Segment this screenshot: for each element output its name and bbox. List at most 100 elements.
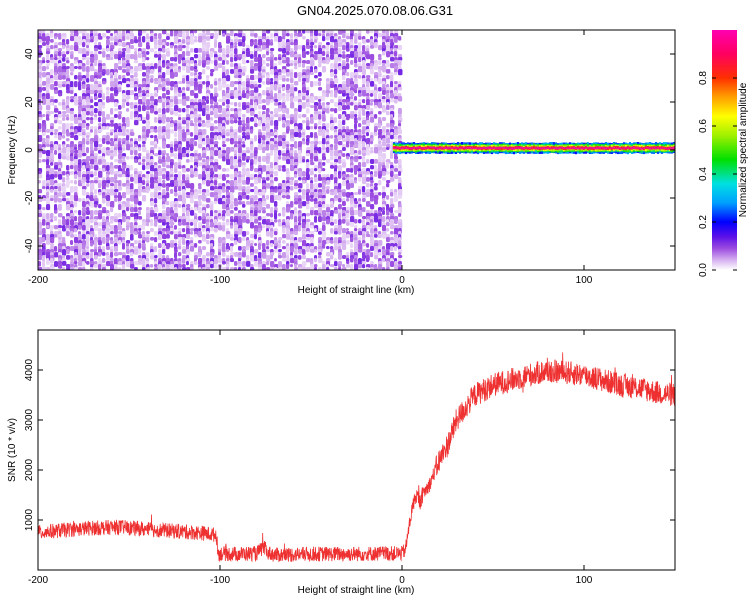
heatmap-cell — [174, 126, 178, 132]
heatmap-cell — [282, 234, 287, 239]
heatmap-cell — [198, 252, 202, 258]
heatmap-cell — [74, 129, 78, 135]
heatmap-cell — [234, 39, 238, 43]
heatmap-cell — [314, 108, 318, 112]
heatmap-cell — [326, 144, 331, 148]
heatmap-cell — [314, 96, 318, 101]
heatmap-cell — [178, 174, 181, 181]
heatmap-cell — [102, 48, 106, 52]
heatmap-cell — [370, 138, 374, 142]
heatmap-cell — [326, 132, 330, 136]
heatmap-cell — [134, 87, 138, 92]
heatmap-cell — [366, 132, 369, 137]
heatmap-cell — [390, 246, 394, 252]
heatmap-cell — [382, 60, 387, 64]
heatmap-cell — [342, 228, 346, 234]
heatmap-cell — [302, 180, 306, 184]
heatmap-cell — [90, 87, 95, 91]
heatmap-cell — [158, 33, 162, 40]
heatmap-cell — [318, 42, 323, 46]
heatmap-cell — [282, 48, 287, 54]
heatmap-cell — [198, 189, 202, 194]
heatmap-cell — [242, 237, 246, 241]
heatmap-cell — [194, 171, 198, 178]
heatmap-cell — [98, 192, 102, 196]
heatmap-cell — [106, 183, 110, 188]
heatmap-cell — [154, 219, 158, 224]
heatmap-cell — [182, 189, 186, 193]
heatmap-cell — [358, 219, 362, 224]
heatmap-cell — [218, 153, 223, 159]
heatmap-cell — [242, 267, 246, 270]
heatmap-cell — [226, 234, 231, 239]
heatmap-cell — [166, 99, 170, 103]
heatmap-cell — [394, 69, 398, 73]
heatmap-cell — [362, 141, 366, 148]
heatmap-cell — [370, 189, 374, 193]
heatmap-cell — [394, 51, 398, 57]
heatmap-cell — [174, 72, 178, 77]
heatmap-cell — [362, 261, 366, 265]
heatmap-cell — [38, 159, 42, 163]
heatmap-cell — [198, 207, 202, 214]
heatmap-cell — [274, 231, 278, 236]
heatmap-cell — [246, 261, 251, 267]
heatmap-cell — [326, 252, 331, 257]
heatmap-cell — [86, 45, 90, 49]
heatmap-cell — [274, 171, 278, 177]
heatmap-cell — [266, 36, 270, 40]
heatmap-cell — [334, 102, 338, 107]
heatmap-cell — [286, 186, 291, 190]
heatmap-cell — [82, 234, 86, 240]
heatmap-cell — [166, 177, 170, 181]
heatmap-cell — [106, 90, 110, 96]
heatmap-cell — [362, 207, 366, 213]
heatmap-cell — [94, 114, 98, 118]
heatmap-cell — [478, 147, 482, 150]
heatmap-cell — [334, 189, 338, 196]
heatmap-cell — [158, 87, 162, 91]
heatmap-cell — [174, 162, 178, 169]
heatmap-cell — [50, 78, 54, 84]
heatmap-cell — [346, 264, 351, 268]
heatmap-cell — [122, 237, 126, 241]
heatmap-cell — [74, 174, 78, 180]
heatmap-cell — [146, 153, 150, 160]
heatmap-cell — [174, 249, 178, 253]
heatmap-cell — [262, 189, 266, 193]
heatmap-cell — [150, 69, 154, 74]
heatmap-cell — [186, 66, 191, 73]
heatmap-cell — [202, 228, 206, 232]
heatmap-cell — [382, 141, 387, 147]
heatmap-cell — [154, 81, 159, 85]
heatmap-cell — [262, 150, 266, 154]
heatmap-cell — [234, 156, 237, 160]
heatmap-cell — [130, 165, 134, 171]
heatmap-cell — [314, 156, 319, 162]
heatmap-cell — [254, 219, 259, 224]
heatmap-cell — [178, 234, 183, 238]
heatmap-cell — [146, 123, 150, 130]
heatmap-cell — [206, 159, 209, 166]
heatmap-cell — [82, 201, 86, 208]
heatmap-cell — [386, 162, 390, 169]
heatmap-cell — [110, 54, 114, 58]
heatmap-cell — [282, 120, 286, 124]
heatmap-cell — [186, 132, 191, 136]
heatmap-cell — [126, 84, 131, 88]
heatmap-cell — [318, 105, 322, 110]
heatmap-cell — [90, 252, 94, 259]
heatmap-cell — [194, 261, 198, 265]
heatmap-cell — [162, 57, 166, 61]
heatmap-cell — [342, 243, 347, 250]
heatmap-cell — [266, 159, 270, 164]
heatmap-cell — [382, 66, 387, 73]
heatmap-cell — [94, 234, 98, 238]
heatmap-cell — [334, 198, 338, 202]
heatmap-cell — [50, 213, 54, 219]
heatmap-cell — [378, 141, 382, 144]
heatmap-cell — [70, 258, 74, 261]
heatmap-cell — [286, 183, 291, 187]
heatmap-cell — [54, 261, 58, 267]
heatmap-cell — [94, 189, 98, 195]
